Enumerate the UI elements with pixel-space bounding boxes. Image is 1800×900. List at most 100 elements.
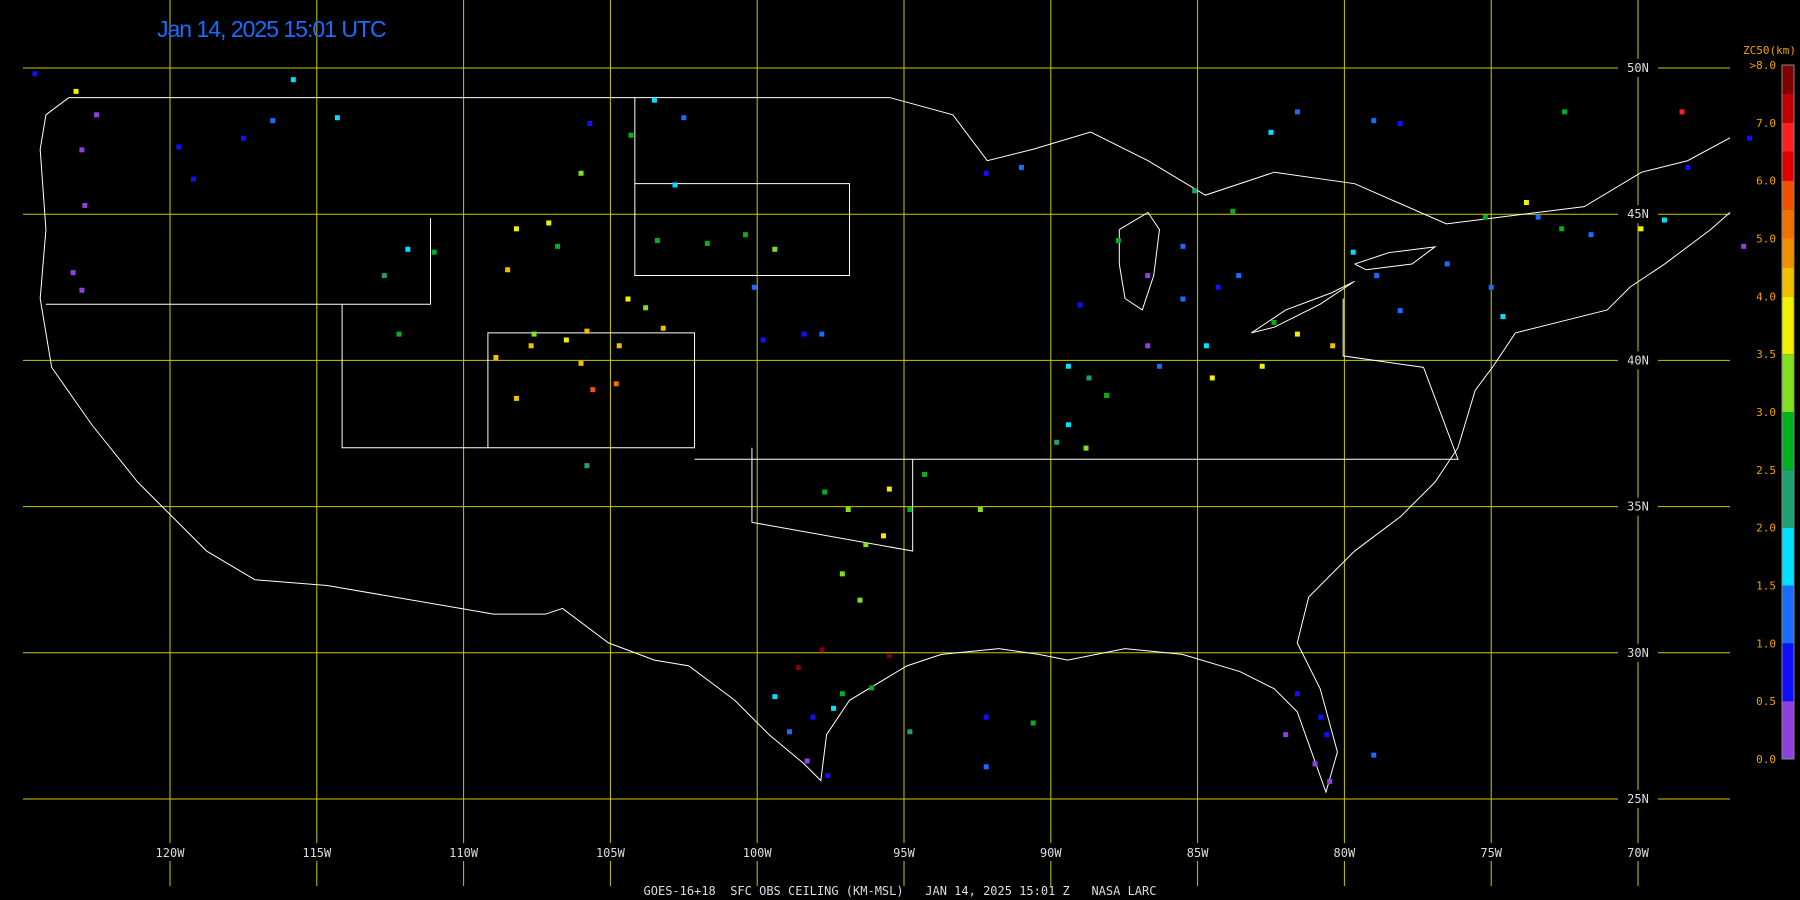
- station: [1350, 249, 1356, 255]
- station: [795, 664, 801, 670]
- lake-erie: [1251, 281, 1354, 333]
- colorbar-swatch: [1782, 65, 1794, 94]
- lon-label: 115W: [302, 846, 332, 860]
- label-bg: [1618, 843, 1658, 861]
- station: [1115, 238, 1121, 244]
- label-bg: [1618, 205, 1658, 224]
- station: [742, 232, 748, 238]
- station: [801, 331, 807, 337]
- footer-caption: GOES-16+18 SFC OBS CEILING (KM-MSL) JAN …: [644, 884, 1157, 898]
- station: [1104, 392, 1110, 398]
- station: [493, 354, 499, 360]
- colorbar-swatch: [1782, 180, 1794, 210]
- colorbar-frame: [1781, 64, 1795, 760]
- colorbar-swatch: [1782, 238, 1794, 268]
- station: [1294, 109, 1300, 115]
- station: [760, 337, 766, 343]
- station: [1638, 226, 1644, 232]
- station: [270, 118, 276, 124]
- station: [555, 243, 561, 249]
- colorbar-label: >8.0: [1750, 59, 1777, 72]
- station: [672, 182, 678, 188]
- state-lines: [46, 218, 431, 304]
- state-lines-4: [695, 448, 913, 551]
- station: [1294, 691, 1300, 697]
- station: [786, 729, 792, 735]
- lat-label: 30N: [1627, 646, 1649, 660]
- colorbar-label: 6.0: [1756, 175, 1776, 188]
- station: [1562, 109, 1568, 115]
- station: [660, 325, 666, 331]
- station: [240, 135, 246, 141]
- station: [1523, 200, 1529, 206]
- station: [584, 328, 590, 334]
- station: [681, 115, 687, 121]
- station: [1312, 761, 1318, 767]
- colorbar: 0.0 0.5 1.0 1.5 2.0 2.5 3.0 3.5 4.0 5.0 6.0 7.0 >8.0…: [1743, 44, 1796, 766]
- station: [531, 331, 537, 337]
- lon-label: 100W: [743, 846, 773, 860]
- station: [1268, 129, 1274, 135]
- station: [1259, 363, 1265, 369]
- station: [822, 489, 828, 495]
- colorbar-swatch: [1782, 527, 1794, 586]
- label-bg: [1030, 843, 1071, 861]
- station: [1500, 314, 1506, 320]
- station: [578, 170, 584, 176]
- station: [176, 144, 182, 150]
- lon-label: 85W: [1187, 846, 1209, 860]
- station: [334, 115, 340, 121]
- station: [613, 381, 619, 387]
- station: [1371, 752, 1377, 758]
- station: [839, 691, 845, 697]
- lon-label: 75W: [1480, 846, 1502, 860]
- station: [79, 287, 85, 293]
- station: [1054, 439, 1060, 445]
- lat-label: 45N: [1627, 207, 1649, 221]
- station: [1077, 302, 1083, 308]
- colorbar-label: 3.5: [1756, 348, 1776, 361]
- station: [1559, 226, 1565, 232]
- lon-label: 110W: [449, 846, 479, 860]
- station: [869, 685, 875, 691]
- colorbar-label: 3.0: [1756, 406, 1776, 419]
- station: [290, 77, 296, 83]
- label-bg: [590, 843, 631, 861]
- station: [1271, 319, 1277, 325]
- station: [1083, 445, 1089, 451]
- station: [1535, 214, 1541, 220]
- colorbar-label: 4.0: [1756, 290, 1776, 303]
- station: [831, 705, 837, 711]
- station: [528, 343, 534, 349]
- colorbar-swatch: [1782, 209, 1794, 239]
- station: [845, 507, 851, 513]
- lon-label: 70W: [1627, 846, 1649, 860]
- station: [1203, 343, 1209, 349]
- station: [513, 226, 519, 232]
- station: [505, 267, 511, 273]
- station: [1065, 363, 1071, 369]
- station: [886, 486, 892, 492]
- lon-label: 80W: [1334, 846, 1356, 860]
- stations: [32, 71, 1753, 784]
- station: [590, 387, 596, 393]
- station: [1209, 375, 1215, 381]
- station: [79, 147, 85, 153]
- state-lines-3: [635, 98, 850, 276]
- label-bg: [1618, 497, 1658, 516]
- grid-labels: 120W 115W 110W 105W 100W 95W 90W 85W 80W 75W 70W 50…: [150, 59, 1658, 861]
- label-bg: [296, 843, 337, 861]
- station: [1230, 208, 1236, 214]
- station: [578, 360, 584, 366]
- lat-label: 35N: [1627, 500, 1649, 514]
- station: [886, 653, 892, 659]
- station: [654, 238, 660, 244]
- lon-label: 90W: [1040, 846, 1062, 860]
- station: [73, 88, 79, 94]
- station: [772, 694, 778, 700]
- station: [863, 542, 869, 548]
- colorbar-swatch: [1782, 469, 1794, 528]
- station: [1661, 217, 1667, 223]
- colorbar-swatch: [1782, 122, 1794, 152]
